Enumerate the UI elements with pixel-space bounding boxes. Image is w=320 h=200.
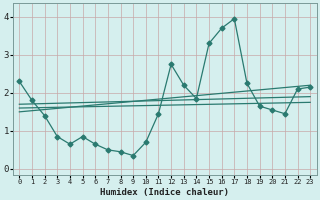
X-axis label: Humidex (Indice chaleur): Humidex (Indice chaleur)	[100, 188, 229, 197]
